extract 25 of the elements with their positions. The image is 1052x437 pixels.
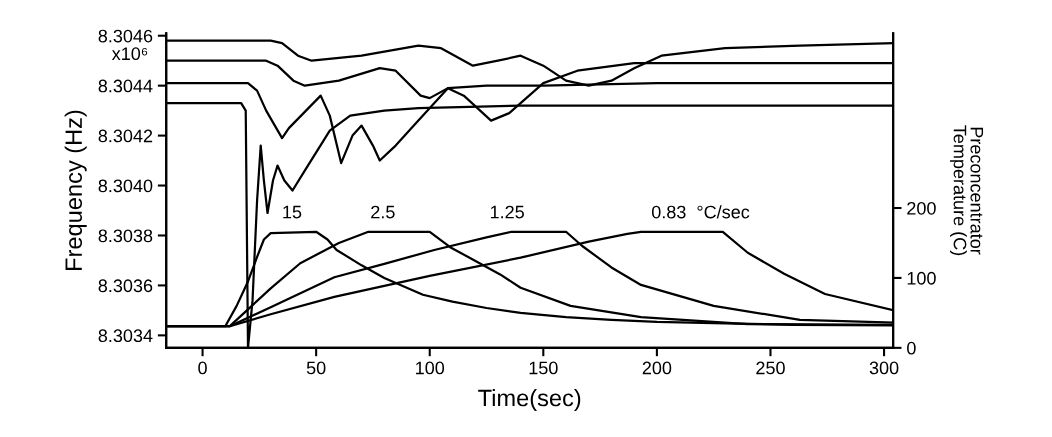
x-tick-label: 300 — [869, 361, 899, 375]
y2-tick-label: 0 — [907, 341, 916, 355]
x-tick-label: 0 — [198, 361, 207, 375]
y-axis-title: Frequency (Hz) — [64, 110, 87, 270]
y-tick-label: 8.3036 — [98, 279, 153, 293]
y2-tick-label: 200 — [907, 201, 936, 215]
x-axis-title: Time(sec) — [478, 388, 581, 411]
y-tick-label: 8.3040 — [98, 179, 153, 193]
text: x10⁶ — [111, 47, 148, 61]
y-tick-label: 8.3042 — [98, 129, 153, 143]
annotation: 0.83 °C/sec — [651, 205, 750, 219]
y-tick-label: 8.3034 — [98, 329, 153, 343]
annotation: 2.5 — [371, 205, 395, 219]
x-tick-label: 250 — [756, 361, 785, 375]
x-tick-label: 150 — [529, 361, 558, 375]
annotation: 15 — [283, 205, 302, 219]
y2-axis-title: Preconcentrator Temperature (C) — [950, 125, 984, 256]
y-tick-label: 8.3044 — [98, 79, 153, 93]
y2-tick-label: 100 — [907, 271, 936, 285]
x-tick-label: 100 — [416, 361, 445, 375]
x-tick-label: 200 — [642, 361, 672, 375]
annotation: 1.25 — [490, 205, 524, 219]
y-tick-label: 8.3046 — [98, 29, 153, 43]
x-tick-label: 50 — [306, 361, 326, 375]
y-tick-label: 8.3038 — [98, 229, 153, 243]
